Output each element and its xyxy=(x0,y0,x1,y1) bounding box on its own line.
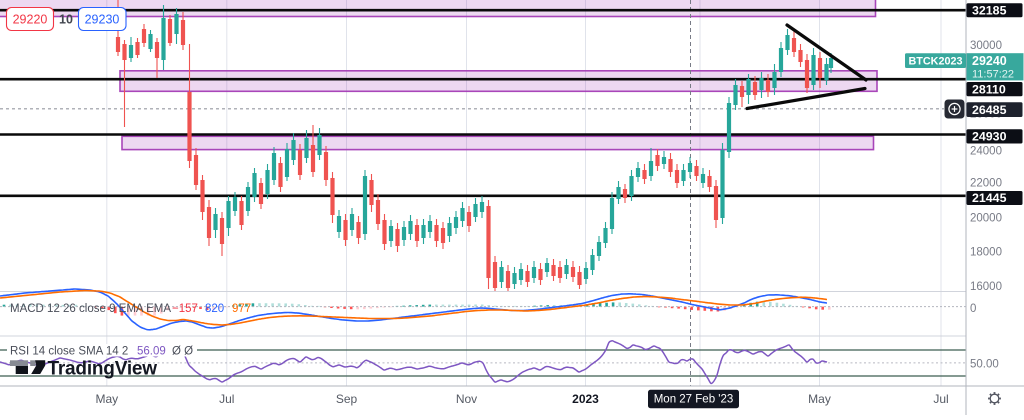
svg-text:24000: 24000 xyxy=(970,145,1002,157)
svg-text:21445: 21445 xyxy=(972,191,1007,205)
svg-text:11:57:22: 11:57:22 xyxy=(972,69,1014,81)
svg-text:32185: 32185 xyxy=(972,3,1007,17)
svg-text:MACD 12 26 close 9 EMA EMA: MACD 12 26 close 9 EMA EMA xyxy=(10,303,171,315)
svg-text:2023: 2023 xyxy=(572,392,599,406)
svg-text:Mon 27 Feb '23: Mon 27 Feb '23 xyxy=(654,394,734,406)
svg-text:Sep: Sep xyxy=(336,392,358,406)
svg-text:0: 0 xyxy=(970,303,976,315)
svg-text:−157: −157 xyxy=(172,303,198,315)
svg-text:977: 977 xyxy=(232,303,251,315)
svg-text:820: 820 xyxy=(205,303,224,315)
svg-text:29220: 29220 xyxy=(13,12,48,26)
svg-text:Ø Ø: Ø Ø xyxy=(172,346,193,358)
svg-text:22000: 22000 xyxy=(970,178,1002,190)
svg-text:TradingView: TradingView xyxy=(48,358,158,379)
svg-text:18000: 18000 xyxy=(970,247,1002,259)
svg-text:24930: 24930 xyxy=(972,130,1007,144)
svg-text:10: 10 xyxy=(59,13,73,27)
svg-text:RSI 14 close SMA 14 2: RSI 14 close SMA 14 2 xyxy=(10,346,128,358)
svg-text:May: May xyxy=(95,392,118,406)
svg-text:May: May xyxy=(808,392,831,406)
svg-text:26485: 26485 xyxy=(972,103,1007,117)
svg-text:29230: 29230 xyxy=(85,12,120,26)
svg-text:56.09: 56.09 xyxy=(137,346,166,358)
svg-text:Jul: Jul xyxy=(219,392,234,406)
svg-text:30000: 30000 xyxy=(970,40,1002,52)
svg-text:Nov: Nov xyxy=(456,392,477,406)
svg-text:50.00: 50.00 xyxy=(970,358,999,370)
svg-text:20000: 20000 xyxy=(970,212,1002,224)
svg-text:16000: 16000 xyxy=(970,281,1002,293)
svg-text:28110: 28110 xyxy=(972,82,1006,96)
svg-text:BTCK2023: BTCK2023 xyxy=(908,55,962,67)
svg-text:Jul: Jul xyxy=(933,392,948,406)
svg-text:29240: 29240 xyxy=(972,54,1007,68)
